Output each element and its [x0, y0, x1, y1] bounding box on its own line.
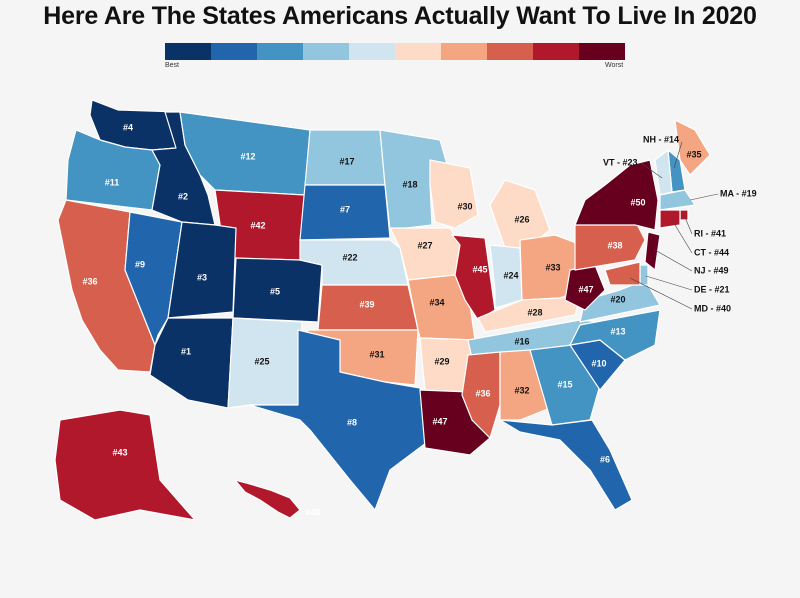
legend-worst-label: Worst: [605, 62, 624, 69]
rank-label-co: #5: [270, 286, 280, 296]
legend-best-label: Best: [165, 62, 180, 69]
side-label-ct: CT - #44: [694, 247, 729, 257]
rank-label-pa: #38: [607, 240, 622, 250]
side-label-nh: NH - #14: [643, 134, 679, 144]
state-az: [149, 317, 234, 409]
leader-line-ma: [689, 193, 719, 201]
legend-swatch: [441, 43, 487, 60]
rank-label-ia: #27: [417, 240, 432, 250]
rank-label-hi: #46: [305, 507, 320, 517]
rank-label-sd: #7: [340, 204, 350, 214]
rank-label-la: #47: [432, 416, 447, 426]
legend-swatch: [211, 43, 257, 60]
state-nj: [644, 231, 661, 271]
state-md: [604, 261, 641, 286]
state-co: [232, 257, 323, 323]
rank-label-ar: #29: [434, 356, 449, 366]
state-sd: [299, 184, 391, 241]
state-il: [451, 234, 496, 321]
rank-label-nv: #9: [135, 259, 145, 269]
rank-label-wy: #42: [250, 220, 265, 230]
state-de: [639, 264, 649, 286]
rank-label-ut: #3: [197, 272, 207, 282]
rank-label-wv: #47: [578, 284, 593, 294]
state-al: [499, 349, 551, 421]
map-title: Here Are The States Americans Actually W…: [43, 2, 757, 30]
rank-label-ca: #36: [82, 276, 97, 286]
state-mn: [379, 129, 451, 231]
legend-swatch: [579, 43, 625, 60]
leader-line-vt: [640, 162, 663, 179]
state-ut: [167, 221, 237, 319]
rank-label-nd: #17: [339, 156, 354, 166]
side-label-nj: NJ - #49: [694, 265, 729, 275]
rank-label-wi: #30: [457, 201, 472, 211]
rank-label-ga: #15: [557, 379, 572, 389]
state-fl: [499, 419, 633, 511]
state-in: [489, 244, 523, 309]
leader-line-nj: [654, 249, 693, 272]
rank-label-mn: #18: [402, 179, 417, 189]
state-ga: [529, 344, 601, 426]
rank-label-me: #35: [686, 149, 701, 159]
state-hi: [234, 479, 301, 519]
legend-color-bar: [165, 43, 625, 60]
legend-swatch: [349, 43, 395, 60]
side-label-md: MD - #40: [694, 303, 731, 313]
rank-label-sc: #10: [591, 358, 606, 368]
legend-swatch: [303, 43, 349, 60]
side-label-vt: VT - #23: [603, 157, 638, 167]
rank-label-ny: #50: [630, 197, 645, 207]
legend-swatch: [487, 43, 533, 60]
rank-label-ne: #22: [342, 252, 357, 262]
leader-line-de: [645, 275, 693, 291]
rank-label-tn: #16: [514, 336, 529, 346]
rank-label-fl: #6: [600, 454, 610, 464]
side-label-ma: MA - #19: [720, 188, 757, 198]
rank-label-nm: #25: [254, 356, 269, 366]
rank-label-nc: #13: [610, 326, 625, 336]
leader-line-ct: [671, 219, 693, 254]
rank-label-wa: #4: [123, 122, 133, 132]
rank-label-ks: #39: [359, 299, 374, 309]
rank-label-mi: #26: [514, 214, 529, 224]
leader-line-md: [629, 277, 693, 310]
rank-label-il: #45: [472, 264, 487, 274]
legend-swatch: [533, 43, 579, 60]
side-label-ri: RI - #41: [694, 228, 726, 238]
rank-label-oh: #33: [545, 262, 560, 272]
rank-label-ky: #28: [527, 307, 542, 317]
rank-label-al: #32: [514, 385, 529, 395]
rank-label-mo: #34: [429, 297, 444, 307]
legend-swatch: [165, 43, 211, 60]
rank-label-id: #2: [178, 191, 188, 201]
legend-swatch: [257, 43, 303, 60]
rank-label-or: #11: [105, 177, 120, 187]
rank-label-in: #24: [503, 270, 518, 280]
rank-label-mt: #12: [240, 151, 255, 161]
state-ct: [659, 209, 681, 229]
rank-label-ok: #31: [369, 349, 384, 359]
state-me: [674, 119, 711, 176]
rank-label-ms: #36: [475, 388, 490, 398]
state-va: [579, 279, 661, 323]
state-ma: [659, 189, 696, 211]
rank-label-va: #20: [610, 294, 625, 304]
state-nc: [569, 309, 661, 361]
state-ak: [54, 409, 196, 521]
state-ny: [574, 159, 659, 231]
leader-line-nh: [673, 141, 683, 169]
rank-label-az: #1: [181, 346, 191, 356]
state-tx: [249, 329, 431, 511]
state-wi: [429, 159, 479, 229]
color-legend: Best Worst: [165, 43, 625, 69]
side-label-de: DE - #21: [694, 284, 730, 294]
legend-swatch: [395, 43, 441, 60]
leader-line-ri: [683, 214, 693, 235]
rank-label-tx: #8: [347, 417, 357, 427]
rank-label-ak: #43: [112, 447, 127, 457]
